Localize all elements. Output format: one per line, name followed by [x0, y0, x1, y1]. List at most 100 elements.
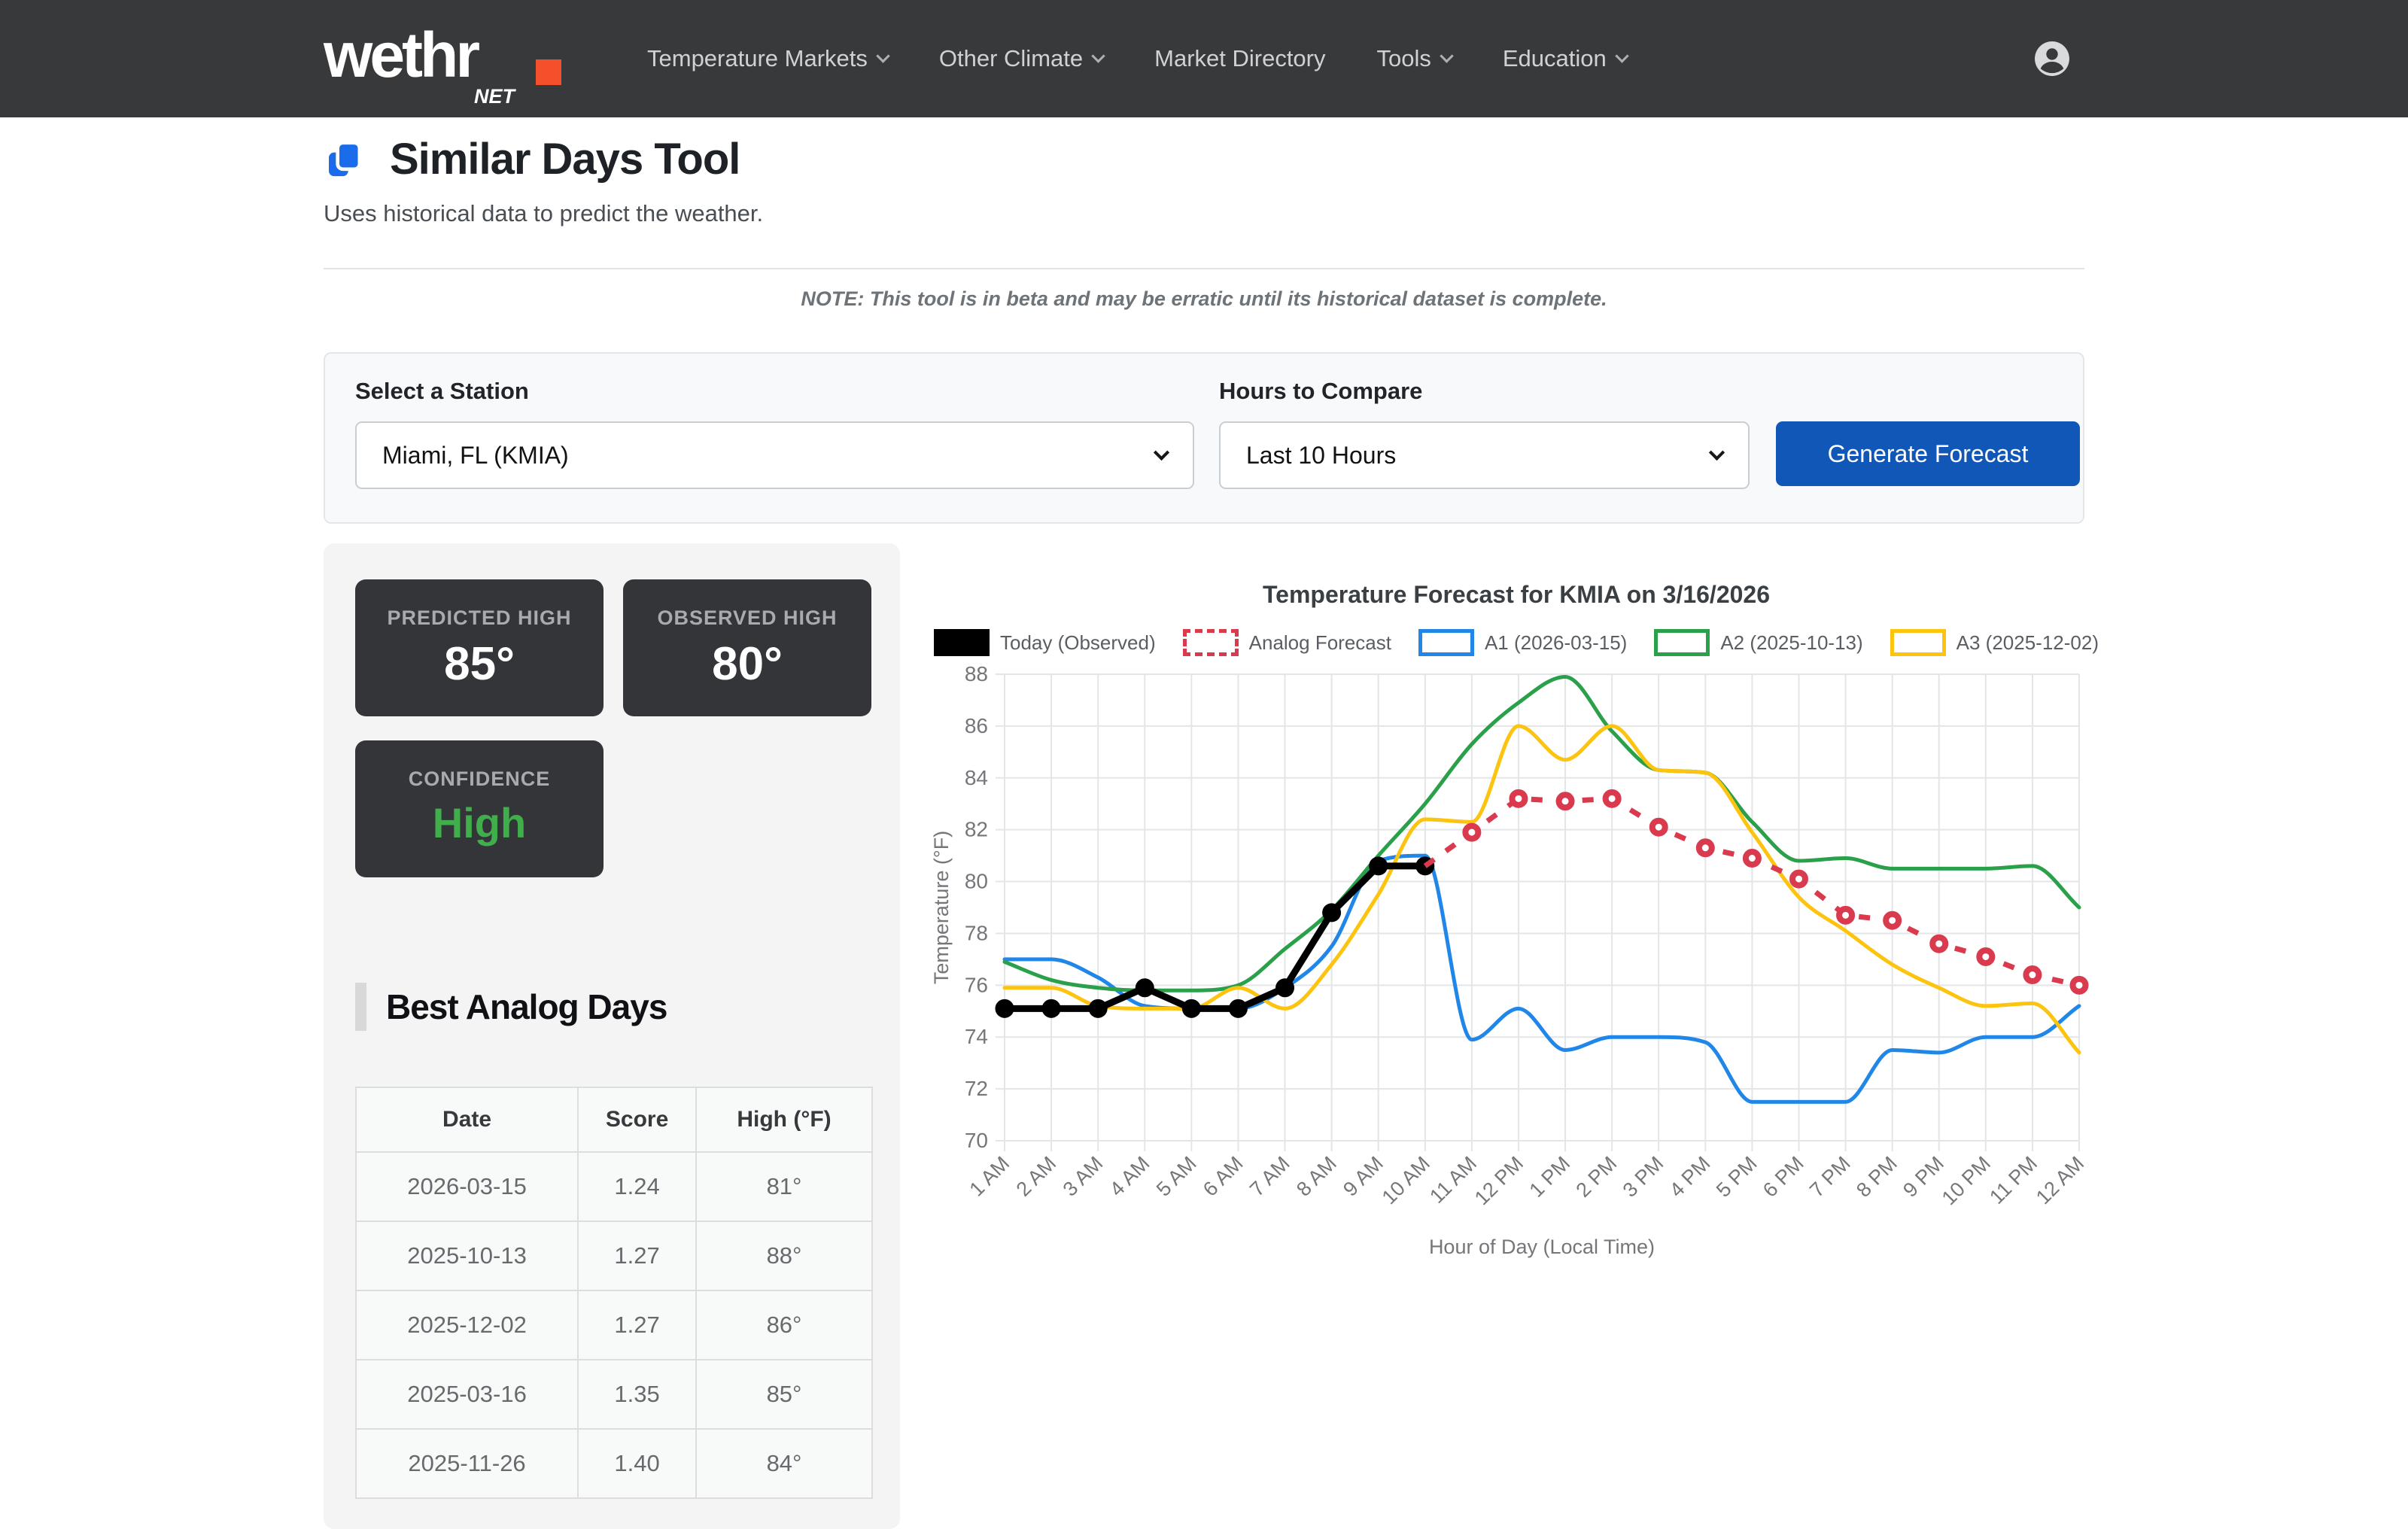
heading-accent-bar: [355, 983, 366, 1031]
legend-item[interactable]: Analog Forecast: [1182, 629, 1391, 656]
analog-days-heading: Best Analog Days: [386, 987, 667, 1026]
series-analog-forecast-marker: [1789, 869, 1808, 889]
table-cell: 1.27: [577, 1220, 698, 1291]
beta-note: NOTE: This tool is in beta and may be er…: [801, 287, 1607, 310]
chevron-down-icon: [1153, 444, 1170, 461]
nav-item-label: Market Directory: [1154, 45, 1326, 71]
series-analog-forecast-marker: [1976, 947, 1996, 966]
x-tick-label: 10 AM: [1378, 1152, 1434, 1208]
account-icon[interactable]: [2032, 38, 2072, 79]
nav-item-temperature-markets[interactable]: Temperature Markets: [647, 45, 890, 72]
logo-dot-icon: [536, 59, 561, 85]
series-today-observed-line: [1005, 862, 1425, 1012]
x-tick-label: 12 PM: [1470, 1152, 1528, 1209]
hours-label: Hours to Compare: [1219, 378, 1423, 404]
x-tick-label: 5 PM: [1712, 1152, 1762, 1202]
table-column-header: Score: [577, 1087, 698, 1153]
hours-select[interactable]: Last 10 Hours: [1219, 421, 1750, 489]
series-analog-forecast-marker: [1649, 817, 1668, 837]
main-nav: Temperature Markets Other Climate Market D…: [647, 45, 1629, 72]
chevron-down-icon: [876, 48, 890, 63]
table-cell: 1.40: [577, 1428, 698, 1499]
series-a3-2025-12-02-line: [1002, 724, 2081, 1055]
y-tick-label: 72: [965, 1077, 988, 1100]
table-cell: 86°: [695, 1290, 873, 1360]
x-tick-label: 10 PM: [1938, 1152, 1995, 1209]
predicted-high-card: PREDICTED HIGH 85°: [355, 579, 604, 716]
legend-item[interactable]: Today (Observed): [933, 629, 1156, 656]
table-cell: 84°: [695, 1428, 873, 1499]
predicted-high-value: 85°: [444, 638, 515, 690]
table-cell: 2025-10-13: [354, 1220, 579, 1291]
nav-item-label: Temperature Markets: [647, 45, 868, 71]
series-analog-forecast-marker: [2023, 965, 2042, 985]
chart-legend: Today (Observed) Analog Forecast A1 (2026-…: [926, 629, 2107, 656]
series-today-observed-marker: [1181, 999, 1201, 1018]
legend-swatch-icon: [933, 629, 990, 656]
hours-selected-value: Last 10 Hours: [1246, 441, 1397, 469]
table-row: 2026-03-15 1.24 81°: [354, 1151, 873, 1222]
table-cell: 2025-12-02: [354, 1290, 579, 1360]
legend-swatch-icon: [1890, 629, 1946, 656]
x-tick-label: 7 PM: [1805, 1152, 1855, 1202]
x-tick-label: 4 AM: [1105, 1152, 1154, 1201]
table-column-header: High (°F): [695, 1087, 873, 1153]
nav-item-label: Tools: [1376, 45, 1431, 71]
legend-label: A2 (2025-10-13): [1720, 631, 1863, 654]
series-analog-forecast-marker: [1695, 838, 1715, 858]
series-analog-forecast-marker: [1836, 905, 1856, 925]
table-cell: 2026-03-15: [354, 1151, 579, 1222]
top-nav-bar: wethr NET Temperature Markets Other Clima…: [0, 0, 2408, 117]
table-cell: 2025-03-16: [354, 1359, 579, 1430]
table-cell: 1.27: [577, 1290, 698, 1360]
legend-item[interactable]: A1 (2026-03-15): [1418, 629, 1627, 656]
y-tick-label: 76: [965, 973, 988, 996]
x-tick-label: 12 AM: [2032, 1152, 2088, 1208]
series-today-observed-marker: [1228, 999, 1248, 1018]
nav-item-market-directory[interactable]: Market Directory: [1154, 45, 1325, 72]
predicted-high-label: PREDICTED HIGH: [387, 606, 572, 629]
table-row: 2025-11-26 1.40 84°: [354, 1428, 873, 1499]
series-a2-2025-10-13-line: [1002, 674, 2081, 992]
series-analog-forecast-marker: [1509, 789, 1528, 808]
generate-forecast-button[interactable]: Generate Forecast: [1776, 421, 2080, 486]
legend-swatch-icon: [1418, 629, 1474, 656]
chevron-down-icon: [1091, 48, 1105, 63]
page-subtitle: Uses historical data to predict the weat…: [324, 200, 764, 226]
x-tick-label: 5 AM: [1152, 1152, 1201, 1201]
analog-days-table: Date Score High (°F) 2026-03-15 1.24 81° 2025…: [354, 1087, 873, 1499]
forecast-form: Select a Station Miami, FL (KMIA) Hours …: [324, 352, 2084, 524]
legend-item[interactable]: A3 (2025-12-02): [1890, 629, 2099, 656]
table-column-header: Date: [354, 1087, 579, 1153]
x-axis-title: Hour of Day (Local Time): [1429, 1236, 1655, 1258]
station-select[interactable]: Miami, FL (KMIA): [355, 421, 1194, 489]
y-tick-label: 78: [965, 921, 988, 944]
station-label: Select a Station: [355, 378, 529, 404]
series-today-observed-marker: [1322, 903, 1342, 923]
nav-item-label: Education: [1502, 45, 1607, 71]
legend-swatch-icon: [1654, 629, 1710, 656]
confidence-card: CONFIDENCE High: [355, 740, 604, 877]
y-tick-label: 74: [965, 1025, 988, 1048]
observed-high-value: 80°: [712, 638, 783, 690]
results-panel: PREDICTED HIGH 85° OBSERVED HIGH 80° CON…: [324, 543, 900, 1529]
x-tick-label: 3 AM: [1059, 1152, 1108, 1201]
series-analog-forecast-marker: [1883, 910, 1902, 930]
logo-suffix: NET: [474, 85, 515, 108]
legend-item[interactable]: A2 (2025-10-13): [1654, 629, 1863, 656]
series-analog-forecast-marker: [2069, 975, 2089, 995]
site-logo[interactable]: wethr NET: [324, 10, 572, 108]
nav-item-tools[interactable]: Tools: [1376, 45, 1454, 72]
series-analog-forecast-marker: [1742, 849, 1762, 868]
table-cell: 85°: [695, 1359, 873, 1430]
y-tick-label: 88: [965, 662, 988, 685]
legend-label: Analog Forecast: [1248, 631, 1391, 654]
y-tick-label: 86: [965, 714, 988, 737]
x-tick-label: 1 AM: [965, 1152, 1014, 1201]
nav-item-other-climate[interactable]: Other Climate: [939, 45, 1105, 72]
nav-item-education[interactable]: Education: [1502, 45, 1629, 72]
y-tick-label: 82: [965, 818, 988, 841]
x-tick-label: 6 AM: [1199, 1152, 1248, 1201]
logo-wordmark: wethr: [324, 20, 480, 90]
